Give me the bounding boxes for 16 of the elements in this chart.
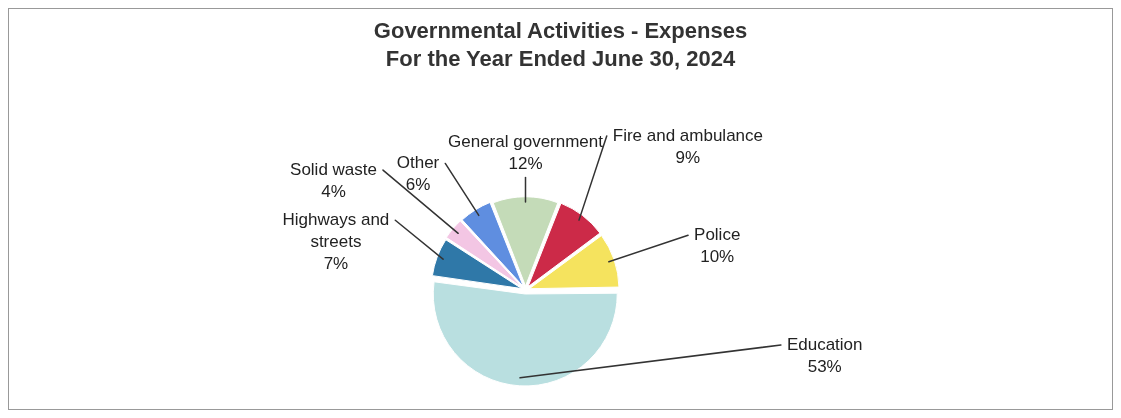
- slice-label: Highways and streets: [282, 209, 390, 251]
- data-label: 10%: [700, 246, 735, 266]
- chart-subtitle: For the Year Ended June 30, 2024: [384, 45, 737, 73]
- slice-label: Police: [694, 224, 741, 244]
- data-label: 6%: [405, 175, 431, 195]
- data-label: 7%: [323, 253, 349, 273]
- slice-label: Fire and ambulance: [612, 125, 763, 145]
- slice-label: Education: [786, 334, 863, 354]
- data-label: 9%: [675, 147, 701, 167]
- data-label: 4%: [321, 181, 346, 201]
- data-label: 12%: [508, 154, 543, 174]
- slice-label: General government: [448, 132, 604, 152]
- slice-label: Other: [396, 153, 440, 173]
- data-label: 53%: [807, 356, 842, 376]
- slice-label: Solid waste: [290, 159, 377, 179]
- chart-title: Governmental Activities - Expenses: [372, 17, 749, 45]
